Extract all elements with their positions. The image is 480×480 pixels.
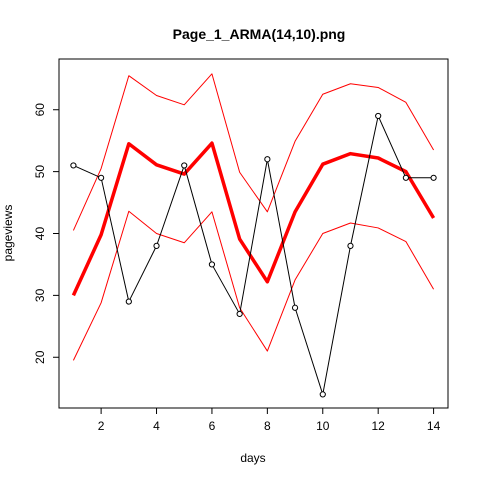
x-tick-label: 14 bbox=[427, 419, 441, 433]
data-point bbox=[209, 262, 214, 267]
forecast-line bbox=[73, 143, 433, 295]
data-point bbox=[154, 243, 159, 248]
data-point bbox=[292, 305, 297, 310]
data-point bbox=[348, 243, 353, 248]
y-tick-label: 30 bbox=[33, 288, 47, 302]
bound-line bbox=[73, 211, 433, 360]
data-point bbox=[126, 299, 131, 304]
x-tick-label: 2 bbox=[98, 419, 105, 433]
data-point bbox=[265, 157, 270, 162]
data-point bbox=[71, 163, 76, 168]
y-tick-label: 40 bbox=[33, 227, 47, 241]
x-axis: 2 4 6 8 10 12 14 bbox=[98, 408, 441, 433]
chart-title: Page_1_ARMA(14,10).png bbox=[173, 26, 346, 42]
y-tick-label: 50 bbox=[33, 165, 47, 179]
x-tick-label: 4 bbox=[153, 419, 160, 433]
series-layer bbox=[71, 74, 436, 397]
x-tick-label: 6 bbox=[209, 419, 216, 433]
data-point bbox=[431, 175, 436, 180]
y-axis-label: pageviews bbox=[1, 205, 15, 262]
x-tick-label: 8 bbox=[264, 419, 271, 433]
data-point bbox=[99, 175, 104, 180]
x-tick-label: 12 bbox=[371, 419, 385, 433]
data-point bbox=[320, 392, 325, 397]
y-tick-label: 20 bbox=[33, 350, 47, 364]
data-point bbox=[182, 163, 187, 168]
y-axis: 20 30 40 50 60 bbox=[33, 103, 59, 364]
data-point bbox=[237, 311, 242, 316]
x-tick-label: 10 bbox=[316, 419, 330, 433]
data-point bbox=[403, 175, 408, 180]
x-axis-label: days bbox=[240, 451, 265, 465]
data-point bbox=[376, 113, 381, 118]
y-tick-label: 60 bbox=[33, 103, 47, 117]
